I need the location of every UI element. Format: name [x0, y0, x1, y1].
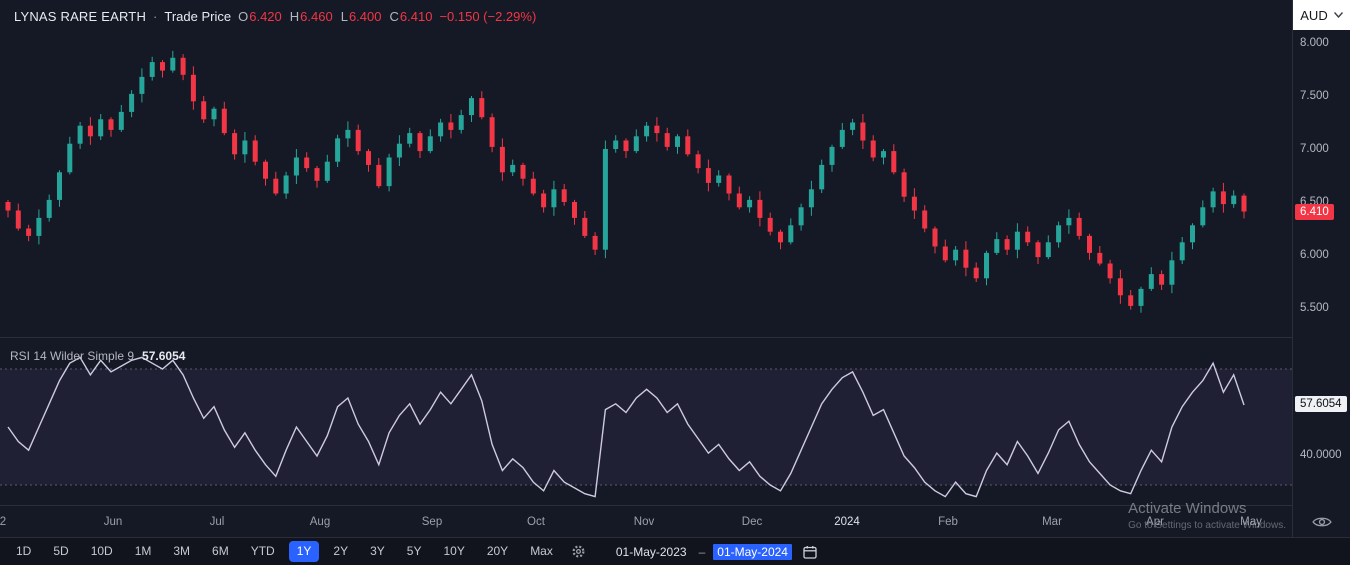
- time-axis-label: Sep: [421, 516, 443, 528]
- range-button-5y[interactable]: 5Y: [399, 541, 430, 561]
- ohlc-label: L: [340, 9, 348, 24]
- ohlc-segment: H 6.460: [290, 9, 333, 24]
- date-range-picker: 01-May-2023 – 01-May-2024: [612, 543, 818, 560]
- symbol-title: LYNAS RARE EARTH: [14, 9, 147, 24]
- ohlc-label: O: [238, 9, 249, 24]
- rsi-value-badge: 57.6054: [1295, 395, 1347, 412]
- settings-gear-button[interactable]: [569, 542, 588, 561]
- range-button-1m[interactable]: 1M: [127, 541, 160, 561]
- bottom-toolbar: 1D 5D 10D 1M 3M 6M YTD 1Y 2Y 3Y 5Y 10Y 20Y Max 01-May…: [0, 537, 1350, 565]
- ohlc-value: 6.460: [300, 9, 333, 24]
- range-button-5d[interactable]: 5D: [45, 541, 76, 561]
- range-button-1y[interactable]: 1Y: [288, 541, 320, 562]
- chevron-down-icon: [1333, 12, 1343, 18]
- time-axis-label: Oct: [527, 516, 545, 528]
- last-price-badge: 6.410: [1295, 203, 1334, 220]
- rsi-indicator-pane[interactable]: RSI 14 Wilder Simple 9 57.6054: [0, 337, 1292, 505]
- time-axis-label: May: [1240, 516, 1262, 528]
- ohlc-segment: L 6.400: [341, 9, 382, 24]
- price-axis[interactable]: 8.000 7.500 7.000 6.500 6.000 5.500 6.410 40.00…: [1292, 0, 1350, 537]
- date-from-field[interactable]: 01-May-2023: [615, 544, 687, 559]
- range-button-3m[interactable]: 3M: [165, 541, 198, 561]
- gear-icon: [572, 545, 585, 558]
- price-tick-label: 7.000: [1300, 143, 1329, 155]
- calendar-button[interactable]: [802, 544, 818, 560]
- range-button-20y[interactable]: 20Y: [479, 541, 516, 561]
- ohlc-value: 6.400: [348, 9, 382, 24]
- rsi-title: RSI 14 Wilder Simple 9: [10, 349, 135, 363]
- calendar-icon: [803, 545, 817, 559]
- time-axis-label: 2024: [834, 516, 860, 528]
- range-button-2y[interactable]: 2Y: [325, 541, 356, 561]
- time-axis-label: Nov: [633, 516, 655, 528]
- time-axis-label: Mar: [1042, 516, 1062, 528]
- currency-value: AUD: [1300, 7, 1328, 23]
- range-button-10d[interactable]: 10D: [83, 541, 121, 561]
- ohlc-label: H: [289, 9, 300, 24]
- eye-icon[interactable]: [1312, 515, 1334, 531]
- time-axis-label: Aug: [309, 516, 331, 528]
- rsi-tick-label: 40.0000: [1300, 449, 1342, 461]
- rsi-legend: RSI 14 Wilder Simple 9 57.6054: [10, 349, 185, 363]
- price-tick-label: 7.500: [1300, 90, 1329, 102]
- range-button-3y[interactable]: 3Y: [362, 541, 393, 561]
- time-axis-label: Apr: [1146, 516, 1164, 528]
- currency-selector[interactable]: AUD: [1293, 0, 1350, 30]
- range-button-10y[interactable]: 10Y: [435, 541, 472, 561]
- legend-separator: ·: [153, 9, 158, 24]
- time-axis[interactable]: 2 Jun Jul Aug Sep Oct Nov Dec 2024 Feb Mar Apr May: [0, 505, 1292, 537]
- rsi-current-value: 57.6054: [142, 349, 186, 363]
- series-type-label: Trade Price: [164, 9, 232, 24]
- ohlc-label: C: [389, 9, 399, 24]
- price-tick-label: 5.500: [1300, 302, 1329, 314]
- candlestick-chart[interactable]: [0, 0, 1292, 337]
- date-to-field[interactable]: 01-May-2024: [713, 543, 792, 560]
- time-axis-label: 2: [0, 516, 7, 528]
- time-axis-label: Jul: [209, 516, 225, 528]
- eye-icon-glyph: [1312, 517, 1332, 527]
- price-chart-pane[interactable]: LYNAS RARE EARTH · Trade Price O 6.420 H 6.…: [0, 0, 1292, 337]
- range-button-ytd[interactable]: YTD: [243, 541, 283, 561]
- price-tick-label: 6.000: [1300, 249, 1329, 261]
- ohlc-value: 6.420: [249, 9, 282, 24]
- date-range-separator: –: [698, 544, 706, 559]
- rsi-line-chart[interactable]: [0, 338, 1292, 506]
- time-axis-label: Jun: [103, 516, 123, 528]
- chart-legend: LYNAS RARE EARTH · Trade Price O 6.420 H 6.…: [14, 9, 536, 24]
- range-button-6m[interactable]: 6M: [204, 541, 237, 561]
- ohlc-value: 6.410: [399, 9, 433, 24]
- price-change-value: −0.150 (−2.29%): [439, 9, 537, 24]
- price-tick-label: 8.000: [1300, 37, 1329, 49]
- range-button-1d[interactable]: 1D: [8, 541, 39, 561]
- ohlc-segment: O 6.420: [238, 9, 282, 24]
- ohlc-segment: C 6.410: [390, 9, 433, 24]
- time-axis-label: Dec: [741, 516, 763, 528]
- range-button-max[interactable]: Max: [522, 541, 561, 561]
- time-range-buttons: 1D 5D 10D 1M 3M 6M YTD 1Y 2Y 3Y 5Y 10Y 20Y Max: [8, 541, 561, 562]
- ohlc-values: O 6.420 H 6.460 L 6.400 C 6.410: [238, 9, 432, 24]
- time-axis-label: Feb: [938, 516, 958, 528]
